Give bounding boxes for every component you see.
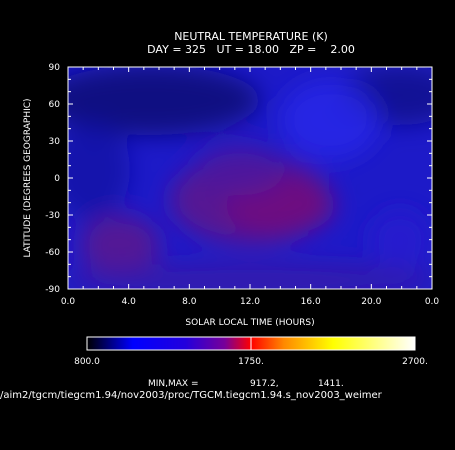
- colorbar-tick-min: 800.0: [74, 357, 100, 367]
- y-tick-label: -60: [45, 248, 60, 258]
- y-tick-label: 0: [54, 174, 60, 184]
- minmax-label: MIN,MAX =: [148, 379, 199, 389]
- x-tick-label: 0.0: [61, 297, 76, 307]
- heatmap-field: [68, 67, 432, 289]
- y-axis-ticks: 90 60 30 0 -30 -60 -90: [45, 63, 432, 295]
- colorbar-tick-max: 2700.: [402, 357, 428, 367]
- y-tick-label: 60: [49, 100, 61, 110]
- y-axis-label: LATITUDE (DEGREES GEOGRAPHIC): [23, 98, 33, 257]
- x-tick-label: 0.0: [425, 297, 440, 307]
- x-tick-label: 16.0: [301, 297, 321, 307]
- colorbar-tick-mid: 1750.: [238, 357, 264, 367]
- file-path: /aim2/tgcm/tiegcm1.94/nov2003/proc/TGCM.…: [0, 390, 382, 401]
- y-tick-label: -30: [45, 211, 60, 221]
- x-axis-label: SOLAR LOCAL TIME (HOURS): [185, 318, 314, 328]
- min-value: 917.2,: [250, 379, 279, 389]
- y-tick-label: -90: [45, 285, 60, 295]
- y-tick-label: 90: [49, 63, 61, 73]
- max-value: 1411.: [318, 379, 344, 389]
- x-tick-label: 8.0: [182, 297, 197, 307]
- x-tick-label: 20.0: [361, 297, 381, 307]
- chart-title: NEUTRAL TEMPERATURE (K): [174, 30, 328, 43]
- x-tick-label: 4.0: [122, 297, 137, 307]
- x-axis-ticks: 0.0 4.0 8.0 12.0 16.0 20.0 0.0: [61, 67, 440, 307]
- chart-subtitle: DAY = 325 UT = 18.00 ZP = 2.00: [147, 43, 355, 56]
- y-tick-label: 30: [49, 137, 61, 147]
- x-tick-label: 12.0: [240, 297, 260, 307]
